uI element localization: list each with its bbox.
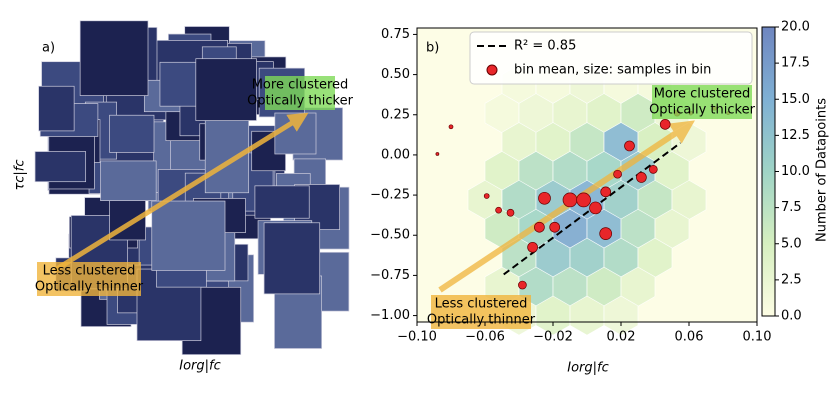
colorbar-tick-label: 5.0	[781, 236, 802, 251]
image-tile	[100, 160, 157, 201]
bin-mean-point	[599, 227, 613, 240]
image-tile	[109, 114, 155, 153]
bin-mean-point	[483, 193, 490, 199]
trend-arrow	[53, 112, 309, 273]
image-tile	[34, 151, 87, 183]
y-tick-label: 0.75	[381, 27, 410, 42]
image-tile	[254, 185, 310, 219]
annotation-text: Less clustered	[435, 297, 528, 312]
x-tick-label: −0.02	[533, 330, 573, 345]
legend-box	[469, 31, 753, 85]
bin-mean-point	[448, 124, 454, 130]
bin-mean-point	[562, 192, 578, 208]
colorbar-tick-label: 10.0	[781, 164, 810, 179]
annotation-box	[431, 295, 531, 329]
panel-label: a)	[42, 41, 55, 56]
x-tick-label: −0.10	[397, 330, 437, 345]
colorbar-tick-label: 2.5	[781, 272, 802, 287]
x-axis-label: Iorg|fc	[567, 361, 609, 376]
image-tile	[195, 58, 257, 121]
colorbar-tick-label: 0.0	[781, 309, 802, 324]
bin-mean-point	[576, 192, 591, 208]
colorbar-tick-label: 7.5	[781, 200, 802, 215]
bin-mean-point	[600, 186, 612, 198]
annotation-text: More clustered	[252, 78, 349, 93]
y-tick-label: −1.00	[370, 308, 410, 323]
bin-mean-point	[534, 221, 545, 233]
trend-arrow	[438, 120, 695, 293]
annotation-text: Optically thinner	[35, 280, 144, 295]
bin-mean-point	[435, 152, 440, 156]
x-tick-label: 0.10	[743, 330, 772, 345]
bin-mean-point	[659, 119, 671, 130]
annotation-text: More clustered	[654, 87, 751, 102]
y-axis-label: τc|fc	[13, 159, 28, 190]
legend-label: bin mean, size: samples in bin	[514, 63, 711, 78]
x-tick-label: −0.06	[465, 330, 505, 345]
y-tick-label: −0.25	[370, 188, 410, 203]
colorbar-tick-label: 17.5	[781, 56, 810, 71]
image-tile	[263, 222, 321, 295]
x-tick-label: 0.02	[607, 330, 636, 345]
annotation-text: Less clustered	[43, 264, 136, 279]
bin-mean-point	[527, 241, 538, 253]
bin-mean-point	[624, 140, 635, 152]
panel-label: b)	[426, 41, 439, 56]
colorbar	[761, 26, 776, 317]
bin-mean-point	[636, 172, 647, 183]
x-axis-label: Iorg|fc	[179, 359, 221, 374]
y-tick-label: 0.00	[381, 147, 410, 162]
y-tick-label: 0.50	[381, 67, 410, 82]
hexbin	[603, 295, 639, 336]
bin-mean-point	[518, 280, 527, 290]
y-tick-label: −0.50	[370, 228, 410, 243]
legend-marker	[486, 64, 498, 76]
y-tick-label: 0.25	[381, 107, 410, 122]
plot-frame	[416, 27, 758, 323]
image-tile	[38, 85, 75, 132]
image-tile	[151, 200, 226, 271]
bin-mean-point	[613, 169, 622, 179]
x-tick-label: 0.06	[675, 330, 704, 345]
bin-mean-point	[506, 208, 515, 217]
bin-mean-point	[589, 201, 602, 215]
colorbar-tick-label: 20.0	[781, 20, 810, 35]
legend-label: R² = 0.85	[514, 39, 576, 54]
y-tick-label: −0.75	[370, 268, 410, 283]
annotation-box	[652, 85, 752, 119]
colorbar-tick-label: 15.0	[781, 92, 810, 107]
annotation-box	[37, 262, 141, 296]
annotation-text: Optically thicker	[247, 94, 354, 109]
image-tile	[79, 20, 149, 96]
annotation-text: Optically thicker	[649, 103, 756, 118]
bin-mean-point	[495, 206, 502, 214]
annotation-text: Optically thinner	[427, 313, 536, 328]
bin-mean-point	[549, 221, 561, 233]
bin-mean-point	[538, 191, 551, 205]
annotation-box	[265, 76, 335, 110]
colorbar-label: Number of Datapoints	[815, 98, 830, 242]
colorbar-tick-label: 12.5	[781, 128, 810, 143]
bin-mean-point	[648, 165, 658, 174]
